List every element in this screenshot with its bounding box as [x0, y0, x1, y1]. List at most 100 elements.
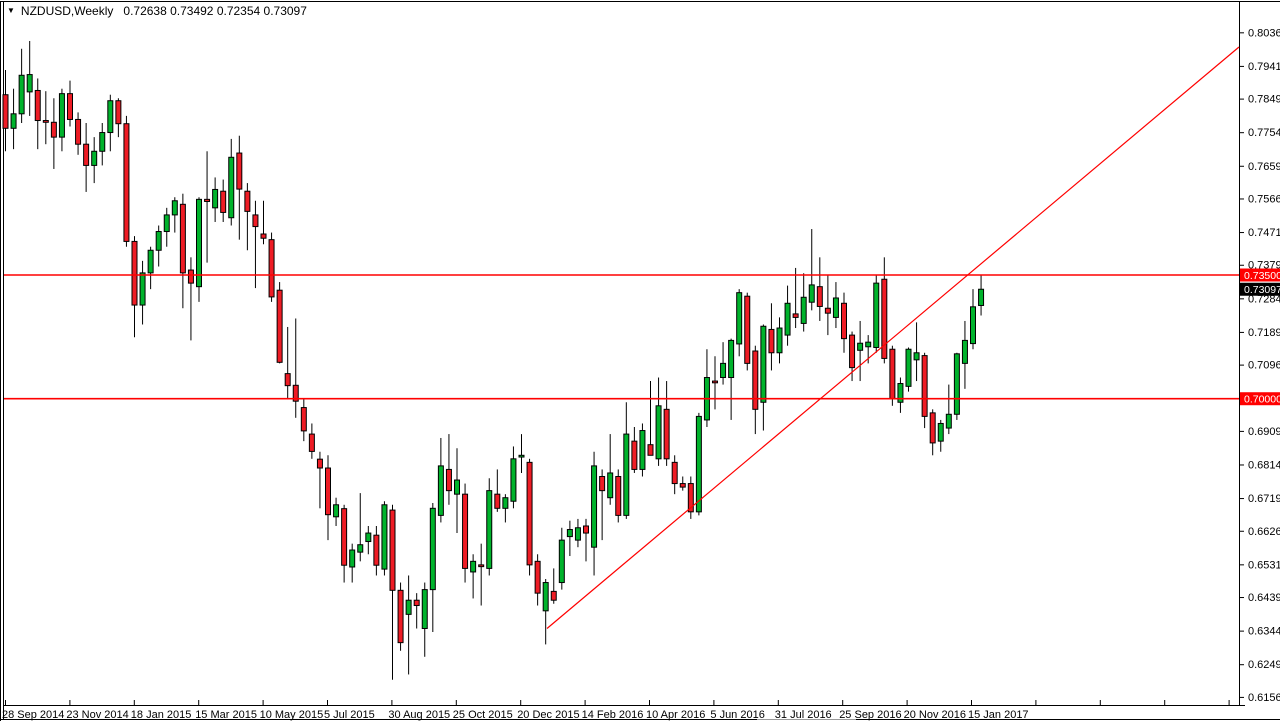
candle-up [107, 100, 114, 134]
candle-up [212, 188, 219, 209]
candle-up [228, 156, 235, 219]
candle-up [333, 504, 340, 518]
date-axis-label: 5 Jul 2015 [324, 709, 375, 721]
price-line-tag-label: 0.73500 [1244, 270, 1280, 282]
candle-down [244, 190, 251, 212]
candle-down [550, 590, 557, 601]
candle-down [34, 89, 41, 122]
candle-up [26, 74, 33, 93]
candle-up [800, 296, 807, 324]
candle-down [889, 348, 896, 400]
price-line-tag [1240, 392, 1280, 406]
candle-up [155, 231, 162, 251]
price-line-tag [1240, 268, 1280, 282]
candle-down [260, 233, 267, 239]
candle-down [849, 334, 856, 369]
candle-down [325, 467, 331, 516]
candle-up [808, 284, 815, 303]
candle-up [147, 249, 154, 274]
date-axis-label: 15 Mar 2015 [195, 709, 257, 721]
candle-up [437, 465, 444, 516]
candle-up [784, 302, 791, 336]
candle-down [712, 380, 718, 384]
candle-up [18, 74, 25, 115]
candle-up [429, 507, 436, 591]
candle-up [695, 415, 702, 513]
candle-up [139, 272, 146, 306]
date-axis-label: 18 Jan 2015 [131, 709, 192, 721]
candle-down [752, 350, 759, 410]
candle-up [655, 405, 662, 460]
candle-up [832, 297, 839, 318]
candle-up [760, 325, 767, 403]
candle-up [486, 490, 493, 569]
candle-up [542, 582, 549, 612]
candle-down [75, 118, 82, 145]
candle-up [857, 342, 864, 351]
candle-down [389, 509, 396, 591]
candle-up [574, 527, 581, 541]
candle-down [187, 269, 194, 284]
date-axis-label: 30 Aug 2015 [388, 709, 450, 721]
candle-up [978, 288, 985, 306]
date-axis-label: 14 Feb 2016 [582, 709, 644, 721]
date-axis-label: 31 Jul 2016 [775, 709, 832, 721]
candle-down [131, 240, 138, 306]
candle-down [413, 599, 420, 607]
candle-down [445, 468, 452, 492]
price-axis-label: 0.66265 [1248, 526, 1280, 538]
candle-down [2, 94, 9, 129]
candle-down [220, 190, 227, 213]
date-axis-label: 23 Nov 2014 [66, 709, 128, 721]
candle-up [421, 589, 428, 629]
candle-up [502, 497, 509, 509]
candle-down [494, 493, 501, 509]
candle-down [397, 589, 404, 644]
candle-down [236, 152, 243, 190]
chart-title: ▼ NZDUSD,Weekly 0.72638 0.73492 0.72354 … [7, 4, 307, 18]
candle-down [462, 493, 469, 569]
candle-up [720, 362, 727, 379]
price-axis-label: 0.61565 [1248, 692, 1280, 704]
candle-down [687, 483, 694, 513]
candle-up [566, 529, 573, 538]
candle-down [276, 289, 283, 363]
price-axis-label: 0.75665 [1248, 193, 1280, 205]
candle-up [349, 549, 356, 568]
candle-down [881, 278, 888, 359]
candle-up [607, 472, 614, 499]
candle-down [671, 461, 678, 485]
candle-up [728, 339, 735, 379]
candle-up [163, 214, 170, 233]
trendline[interactable] [546, 46, 1240, 629]
chart-ohlc-values: 0.72638 0.73492 0.72354 0.73097 [123, 4, 307, 18]
date-axis-label: 28 Sep 2014 [2, 709, 64, 721]
candle-up [865, 341, 872, 348]
date-axis-label: 25 Oct 2015 [453, 709, 513, 721]
candle-up [470, 560, 477, 573]
date-axis-label: 5 Jun 2016 [710, 709, 764, 721]
candle-up [639, 430, 646, 470]
current-price-tag-label: 0.73097 [1244, 284, 1280, 296]
candle-down [929, 412, 936, 444]
date-axis-label: 10 May 2015 [260, 709, 324, 721]
candle-down [679, 483, 686, 488]
date-axis-label: 10 Apr 2016 [646, 709, 705, 721]
candle-down [50, 121, 57, 138]
candle-up [937, 422, 944, 442]
candle-up [945, 413, 952, 429]
candle-down [42, 120, 49, 123]
candle-up [623, 433, 630, 516]
chart-dropdown-icon[interactable]: ▼ [7, 6, 15, 15]
chart-symbol-period: NZDUSD,Weekly [20, 4, 114, 18]
candle-down [292, 384, 299, 402]
candle-up [91, 150, 98, 166]
current-price-tag [1240, 282, 1280, 296]
